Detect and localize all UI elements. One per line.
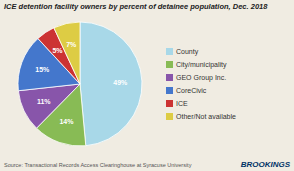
legend-label: ICE (176, 100, 188, 107)
data-label: 11% (37, 98, 51, 105)
legend-swatch (166, 74, 173, 81)
data-label: 15% (35, 66, 50, 73)
source: Source: Transactional Records Access Cle… (4, 162, 192, 168)
data-label: 14% (59, 118, 74, 125)
title: ICE detention facility owners by percent… (4, 2, 268, 11)
data-label: 49% (113, 79, 128, 86)
legend-swatch (166, 87, 173, 94)
pie (18, 22, 142, 146)
data-label: 5% (52, 47, 63, 54)
brand: BROOKINGS (241, 160, 291, 169)
chart: ICE detention facility owners by percent… (0, 0, 294, 171)
slice (18, 84, 80, 128)
legend: County City/municipality GEO Group Inc. Cor… (166, 48, 236, 120)
legend-swatch (166, 100, 173, 107)
legend-swatch (166, 61, 173, 68)
legend-label: CoreCivic (176, 87, 207, 94)
legend-label: City/municipality (176, 61, 227, 69)
legend-label: GEO Group Inc. (176, 74, 226, 82)
data-label: 7% (66, 41, 77, 48)
legend-label: Other/Not available (176, 113, 236, 120)
slice (80, 22, 142, 146)
legend-label: County (176, 48, 199, 56)
legend-swatch (166, 113, 173, 120)
legend-swatch (166, 48, 173, 55)
